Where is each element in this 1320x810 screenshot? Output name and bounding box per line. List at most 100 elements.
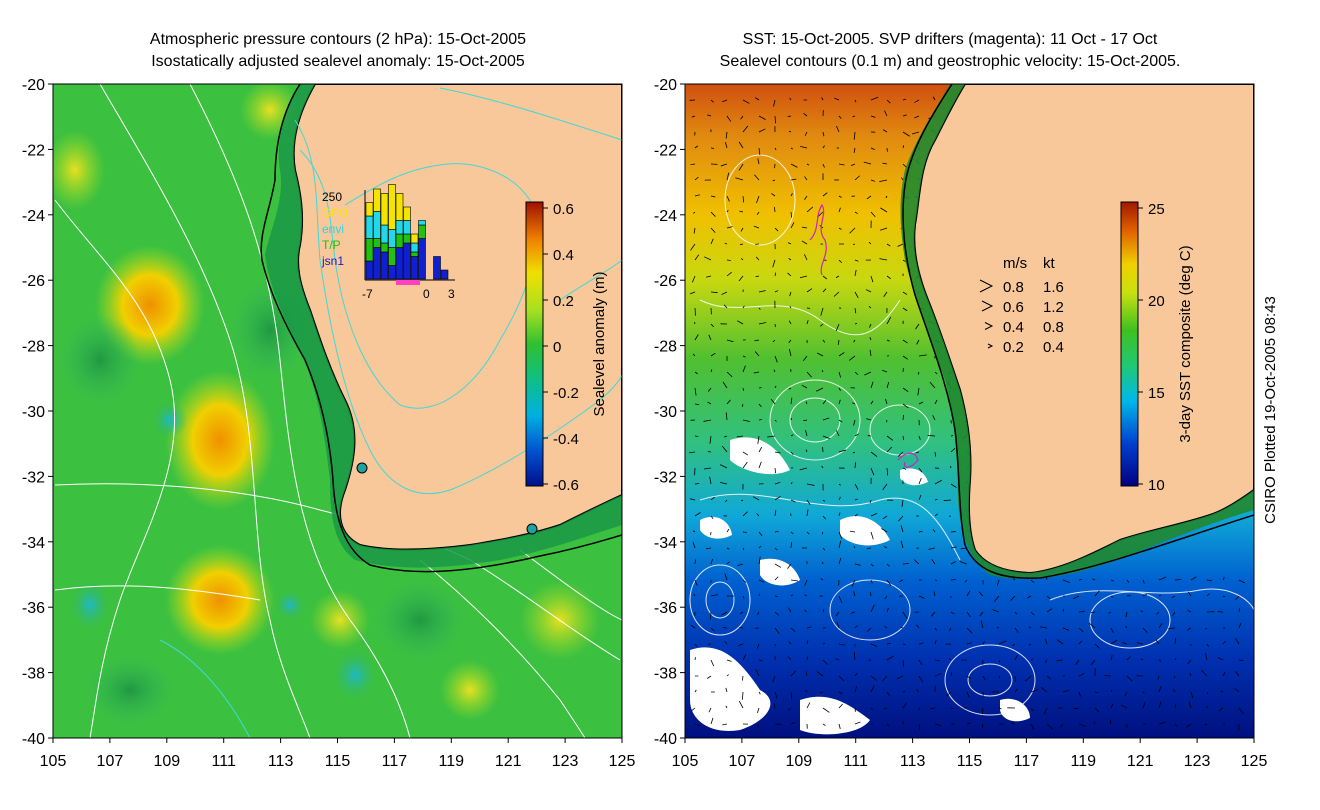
velocity-arrow xyxy=(884,110,888,117)
velocity-arrow xyxy=(801,226,808,229)
velocity-arrow xyxy=(774,419,777,422)
velocity-arrow xyxy=(982,707,984,715)
sst-colorbar: 25 20 15 10 3-day SST composite (deg C) xyxy=(1120,201,1194,494)
colorbar-tick-label: 10 xyxy=(1148,477,1165,494)
velocity-arrow xyxy=(883,707,888,710)
velocity-arrow xyxy=(726,195,730,202)
velocity-arrow xyxy=(694,145,699,149)
velocity-arrow xyxy=(694,321,696,325)
velocity-arrow xyxy=(934,371,938,375)
velocity-arrow xyxy=(1030,579,1035,583)
velocity-arrow xyxy=(1205,627,1208,630)
velocity-arrow xyxy=(1078,723,1087,727)
velocity-arrow xyxy=(693,211,696,214)
velocity-arrow xyxy=(755,256,760,261)
velocity-arrow xyxy=(838,496,841,501)
velocity-arrow xyxy=(1158,594,1162,597)
velocity-arrow xyxy=(725,687,728,693)
velocity-arrow xyxy=(918,659,923,665)
velocity-arrow xyxy=(821,465,824,469)
velocity-arrow xyxy=(710,369,713,373)
velocity-arrow xyxy=(901,499,904,507)
velocity-arrow xyxy=(959,561,968,565)
shelf-band-left xyxy=(265,84,622,568)
velocity-arrow xyxy=(694,579,698,586)
velocity-arrow xyxy=(980,620,984,629)
velocity-arrow xyxy=(838,595,843,604)
velocity-arrow xyxy=(723,304,728,309)
y-tick-label: -38 xyxy=(654,666,677,683)
velocity-arrow xyxy=(758,147,761,155)
velocity-arrow xyxy=(740,227,744,232)
velocity-arrow xyxy=(757,435,760,444)
velocity-arrow xyxy=(934,479,942,485)
velocity-arrow xyxy=(1043,707,1048,715)
velocity-arrow xyxy=(1172,688,1176,693)
velocity-arrow xyxy=(726,371,733,378)
velocity-arrow xyxy=(724,141,728,149)
velocity-arrow xyxy=(902,611,908,619)
inset-xtick: 0 xyxy=(423,287,430,301)
velocity-arrow xyxy=(741,675,744,681)
velocity-arrow xyxy=(790,417,792,421)
velocity-arrow xyxy=(835,323,840,332)
velocity-arrow xyxy=(806,163,810,166)
velocity-arrow xyxy=(918,707,921,711)
velocity-arrow xyxy=(1040,626,1048,629)
inset-bar-segment xyxy=(365,260,374,280)
velocity-arrow xyxy=(822,131,825,137)
velocity-arrow xyxy=(934,513,938,517)
velocity-arrow xyxy=(822,707,830,713)
x-tick-label: 113 xyxy=(268,753,294,770)
velocity-arrow xyxy=(870,381,874,389)
velocity-arrow xyxy=(1142,593,1148,597)
velocity-arrow xyxy=(758,290,766,293)
colorbar-tick-label: 0.4 xyxy=(553,247,574,264)
velocity-arrow xyxy=(886,691,891,697)
velocity-arrow xyxy=(918,642,924,645)
velocity-arrow xyxy=(1174,657,1177,661)
velocity-arrow xyxy=(879,258,888,261)
velocity-arrow xyxy=(726,115,732,122)
velocity-arrow xyxy=(752,496,760,501)
velocity-arrow xyxy=(1174,579,1182,581)
velocity-arrow xyxy=(902,415,904,421)
velocity-arrow xyxy=(870,467,875,476)
inset-bar-segment xyxy=(433,256,441,280)
velocity-arrow xyxy=(722,627,728,629)
velocity-arrow xyxy=(1030,723,1035,730)
velocity-legend-ms: 0.2 xyxy=(1003,339,1024,356)
velocity-arrow xyxy=(774,576,779,581)
velocity-arrow xyxy=(879,179,888,183)
velocity-arrow xyxy=(1190,576,1197,581)
velocity-arrow xyxy=(1206,579,1212,582)
velocity-arrow xyxy=(737,563,744,566)
velocity-arrow xyxy=(694,387,697,396)
x-tick-label: 119 xyxy=(439,753,465,770)
velocity-arrow xyxy=(886,339,890,342)
x-tick-label: 119 xyxy=(1071,753,1097,770)
velocity-arrow xyxy=(950,611,955,615)
velocity-arrow xyxy=(1136,642,1144,645)
velocity-arrow xyxy=(1172,611,1176,616)
velocity-arrow xyxy=(1186,723,1192,728)
velocity-arrow xyxy=(1158,721,1166,725)
velocity-arrow xyxy=(694,334,699,341)
velocity-arrow xyxy=(788,607,792,613)
velocity-arrow xyxy=(773,99,776,107)
velocity-arrow xyxy=(822,399,827,405)
velocity-arrow xyxy=(1235,595,1240,600)
velocity-arrow xyxy=(870,147,875,150)
velocity-arrow xyxy=(725,705,728,709)
velocity-arrow xyxy=(774,451,781,454)
velocity-arrow xyxy=(838,115,842,119)
velocity-arrow xyxy=(1046,608,1053,613)
velocity-arrow xyxy=(710,352,716,357)
velocity-arrow xyxy=(710,659,715,667)
x-tick-label: 123 xyxy=(1184,753,1211,770)
velocity-arrow xyxy=(950,561,956,565)
velocity-arrow xyxy=(934,723,941,727)
inset-bar-segment xyxy=(410,242,419,253)
velocity-arrow xyxy=(913,559,920,565)
